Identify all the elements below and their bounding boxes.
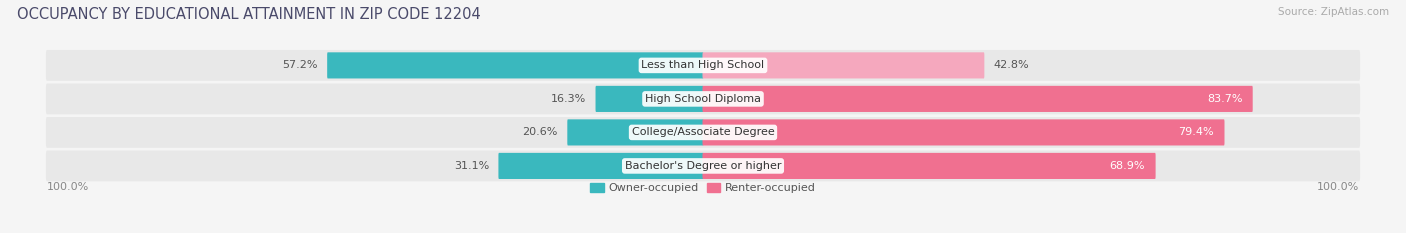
FancyBboxPatch shape xyxy=(46,50,1360,81)
Text: 42.8%: 42.8% xyxy=(994,60,1029,70)
Text: 20.6%: 20.6% xyxy=(523,127,558,137)
FancyBboxPatch shape xyxy=(703,52,984,79)
Text: Source: ZipAtlas.com: Source: ZipAtlas.com xyxy=(1278,7,1389,17)
Text: Bachelor's Degree or higher: Bachelor's Degree or higher xyxy=(624,161,782,171)
Text: OCCUPANCY BY EDUCATIONAL ATTAINMENT IN ZIP CODE 12204: OCCUPANCY BY EDUCATIONAL ATTAINMENT IN Z… xyxy=(17,7,481,22)
FancyBboxPatch shape xyxy=(498,153,703,179)
Text: 31.1%: 31.1% xyxy=(454,161,489,171)
FancyBboxPatch shape xyxy=(46,117,1360,148)
FancyBboxPatch shape xyxy=(703,153,1156,179)
Text: Less than High School: Less than High School xyxy=(641,60,765,70)
FancyBboxPatch shape xyxy=(596,86,703,112)
Text: 16.3%: 16.3% xyxy=(551,94,586,104)
Text: 100.0%: 100.0% xyxy=(1317,182,1360,192)
Text: 68.9%: 68.9% xyxy=(1109,161,1146,171)
Text: High School Diploma: High School Diploma xyxy=(645,94,761,104)
FancyBboxPatch shape xyxy=(703,86,1253,112)
FancyBboxPatch shape xyxy=(46,151,1360,181)
Text: 79.4%: 79.4% xyxy=(1178,127,1215,137)
FancyBboxPatch shape xyxy=(567,119,703,145)
Text: 100.0%: 100.0% xyxy=(46,182,89,192)
FancyBboxPatch shape xyxy=(328,52,703,79)
Text: 83.7%: 83.7% xyxy=(1206,94,1243,104)
Text: College/Associate Degree: College/Associate Degree xyxy=(631,127,775,137)
FancyBboxPatch shape xyxy=(46,83,1360,114)
Legend: Owner-occupied, Renter-occupied: Owner-occupied, Renter-occupied xyxy=(586,178,820,197)
FancyBboxPatch shape xyxy=(703,119,1225,145)
Text: 57.2%: 57.2% xyxy=(283,60,318,70)
